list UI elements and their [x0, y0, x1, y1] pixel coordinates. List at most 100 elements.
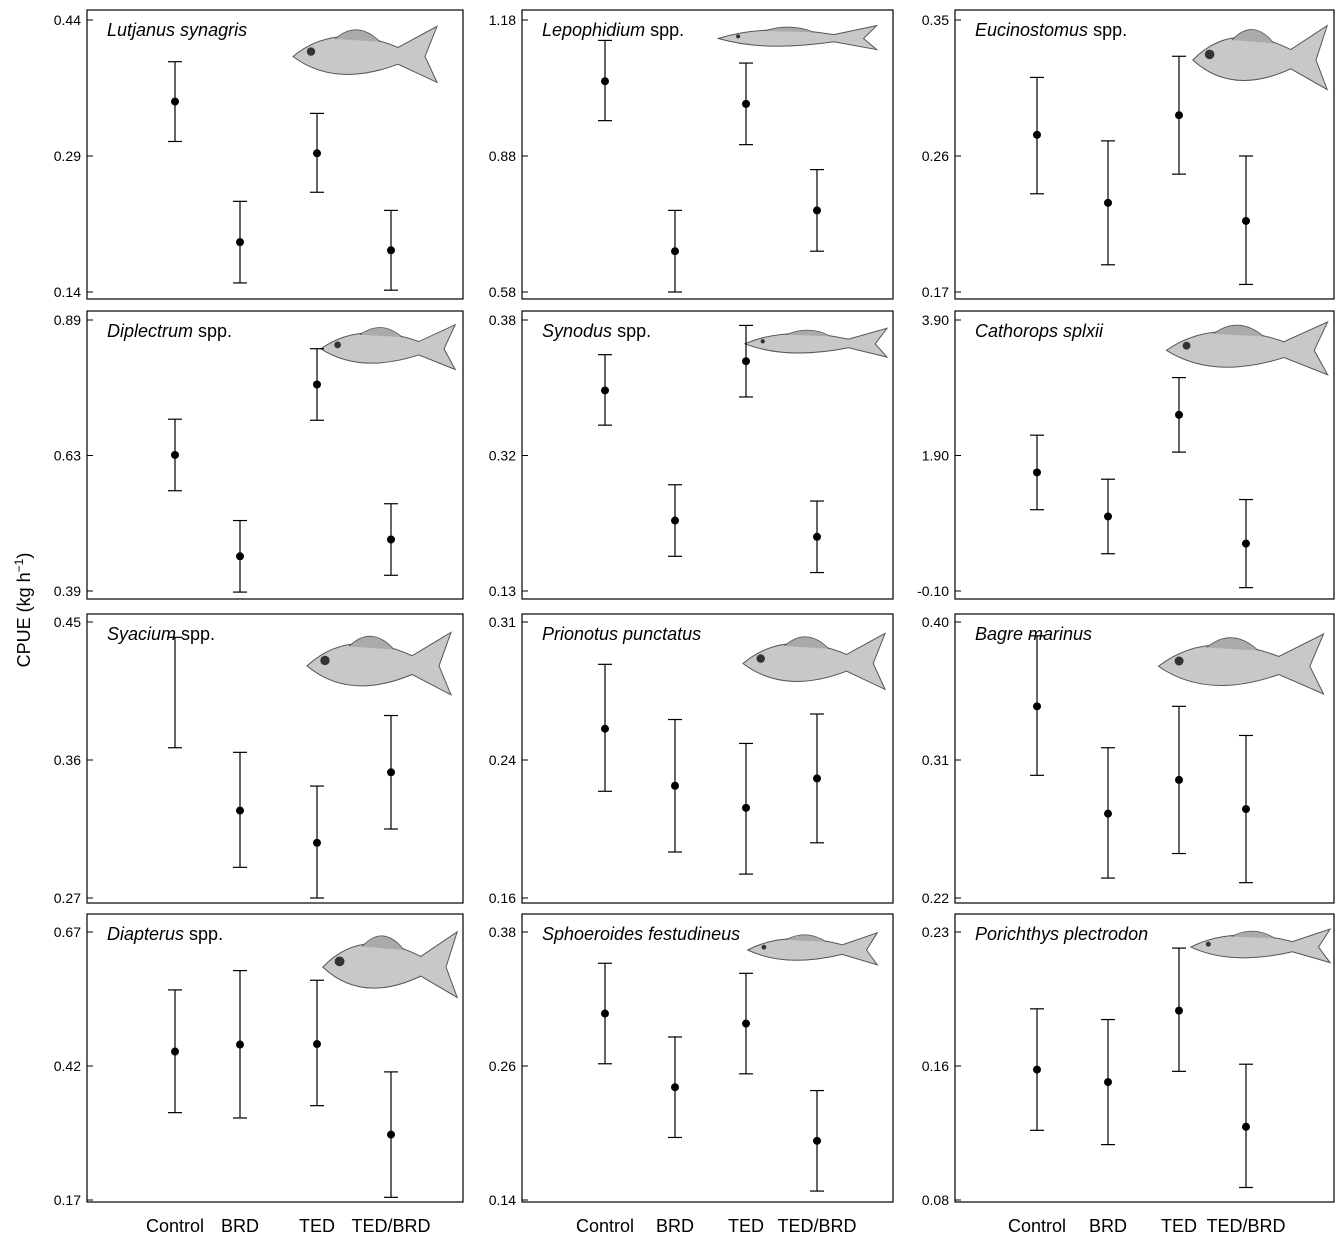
data-point [742, 99, 750, 108]
fish-icon [306, 631, 452, 696]
data-point [313, 1040, 321, 1049]
y-tick-label: 0.29 [54, 148, 81, 164]
species-label: Lutjanus synagris [107, 20, 247, 40]
data-point [1242, 1122, 1250, 1131]
species-suffix: spp. [1088, 20, 1127, 40]
species-label: Cathorops splxii [975, 321, 1104, 341]
fish-eye [320, 655, 330, 666]
species-name: Synodus [542, 321, 612, 341]
y-tick-label: 0.67 [54, 924, 81, 940]
x-tick-label: TED [728, 1216, 764, 1236]
y-tick-label: 0.63 [54, 448, 81, 464]
species-suffix: spp. [193, 321, 232, 341]
y-tick-label: 0.14 [489, 1192, 516, 1208]
y-tick-label: 1.18 [489, 12, 516, 28]
species-name: Diapterus [107, 924, 184, 944]
data-point [742, 357, 750, 366]
species-suffix: spp. [612, 321, 651, 341]
data-point [1242, 216, 1250, 225]
data-point [1033, 468, 1041, 477]
species-label: Prionotus punctatus [542, 624, 701, 644]
fish-eye [1204, 49, 1215, 60]
species-label: Lepophidium spp. [542, 20, 684, 40]
data-point [313, 380, 321, 389]
data-point [171, 97, 179, 106]
y-tick-label: 0.45 [54, 614, 81, 630]
panel-1: 0.44 0.29 0.14 Lutjanus synagris [54, 9, 464, 300]
y-tick-label: -0.10 [917, 583, 949, 599]
data-point [601, 1009, 609, 1018]
y-tick-label: 0.16 [489, 890, 516, 906]
y-tick-label: 1.90 [922, 448, 949, 464]
y-tick-label: 0.27 [54, 890, 81, 906]
y-tick-label: 0.31 [922, 752, 949, 768]
data-point [813, 532, 821, 541]
fish-fin [334, 29, 381, 43]
panel-4: 0.89 0.63 0.39 Diplectrum spp. [54, 310, 464, 600]
data-point [1242, 539, 1250, 548]
x-tick-label: TED/BRD [1206, 1216, 1285, 1236]
data-point [671, 781, 679, 790]
panel-8: 0.31 0.24 0.16 Prionotus punctatus [489, 613, 894, 906]
fish-eye [760, 339, 765, 344]
data-point [1242, 805, 1250, 814]
data-point [236, 552, 244, 561]
panel-frame [521, 9, 894, 300]
x-tick-label: BRD [1089, 1216, 1127, 1236]
data-point [171, 450, 179, 459]
data-point [601, 386, 609, 395]
x-tick-label: TED/BRD [777, 1216, 856, 1236]
x-tick-label: BRD [656, 1216, 694, 1236]
y-tick-label: 0.26 [489, 1058, 516, 1074]
x-tick-label: Control [146, 1216, 204, 1236]
panel-frame [521, 310, 894, 600]
species-label: Porichthys plectrodon [975, 924, 1148, 944]
fish-icon [1165, 320, 1329, 376]
data-point [236, 1040, 244, 1049]
y-tick-label: 0.16 [922, 1058, 949, 1074]
species-label: Eucinostomus spp. [975, 20, 1127, 40]
species-name: Diplectrum [107, 321, 193, 341]
x-tick-label: Control [1008, 1216, 1066, 1236]
data-point [1175, 1006, 1183, 1015]
x-tick-label: TED [1161, 1216, 1197, 1236]
panel-10: 0.67 0.42 0.17 Diapterus spp. Control BRD TED T… [54, 913, 464, 1236]
fish-body [1165, 320, 1329, 376]
data-point [671, 1083, 679, 1092]
data-point [1033, 130, 1041, 139]
panel-frame [86, 9, 464, 300]
data-point [236, 238, 244, 247]
data-point [1175, 111, 1183, 120]
y-axis-label-end: ) [14, 553, 34, 559]
panel-frame [954, 913, 1335, 1203]
y-tick-label: 0.24 [489, 752, 516, 768]
data-point [1033, 702, 1041, 711]
fish-fin [785, 934, 827, 942]
data-point [601, 77, 609, 86]
panel-frame [954, 613, 1335, 904]
data-point [387, 1130, 395, 1139]
y-tick-label: 0.31 [489, 614, 516, 630]
fish-eye [1205, 941, 1211, 947]
panel-frame [521, 613, 894, 904]
species-label: Synodus spp. [542, 321, 651, 341]
y-tick-label: 0.38 [489, 924, 516, 940]
y-tick-label: 0.22 [922, 890, 949, 906]
data-point [813, 206, 821, 215]
y-tick-label: 0.89 [54, 312, 81, 328]
fish-eye [1174, 656, 1184, 666]
species-suffix: spp. [176, 624, 215, 644]
x-tick-label: TED/BRD [351, 1216, 430, 1236]
y-tick-label: 0.13 [489, 583, 516, 599]
fish-icon [746, 931, 879, 966]
y-tick-label: 0.17 [54, 1192, 81, 1208]
species-label: Syacium spp. [107, 624, 215, 644]
fish-body [742, 632, 887, 691]
fish-eye [1182, 341, 1191, 350]
panel-12: 0.23 0.16 0.08 Porichthys plectrodon Control… [922, 913, 1335, 1236]
species-name: Lutjanus synagris [107, 20, 247, 40]
panel-frame [521, 913, 894, 1203]
y-axis-label: CPUE (kg h−1) [12, 553, 34, 668]
y-tick-label: 0.17 [922, 284, 949, 300]
